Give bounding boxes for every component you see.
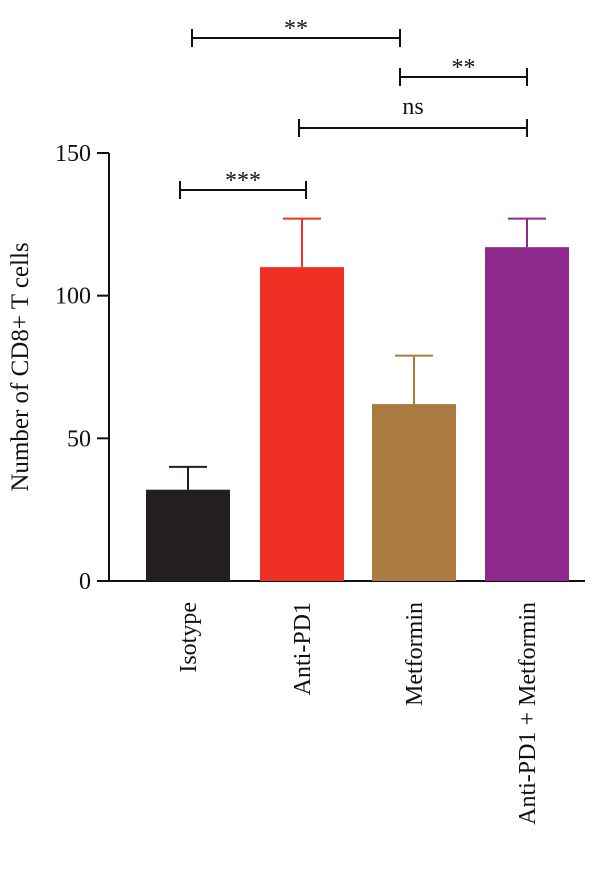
bar-3 xyxy=(485,247,569,581)
significance-label-1: ns xyxy=(402,94,423,120)
significance-label-0: *** xyxy=(225,168,261,194)
y-tick-label-150: 150 xyxy=(55,141,91,167)
x-category-label-3: Anti-PD1 + Metformin xyxy=(515,602,541,825)
bar-2 xyxy=(372,404,456,581)
error-bar-1 xyxy=(283,217,321,268)
y-ticks: 0 50 100 150 xyxy=(55,141,109,595)
error-bars xyxy=(169,217,546,490)
significance-bracket-3: ** xyxy=(191,16,401,47)
y-axis-title: Number of CD8+ T cells xyxy=(7,242,34,491)
bars xyxy=(146,247,569,581)
x-category-label-1: Anti-PD1 xyxy=(290,602,316,695)
significance-bracket-2: ** xyxy=(399,55,528,86)
significance-label-2: ** xyxy=(452,55,476,81)
y-tick-label-0: 0 xyxy=(79,569,91,595)
significance-brackets: *** ns ** ** xyxy=(179,16,528,199)
x-labels: Isotype Anti-PD1 Metformin Anti-PD1 + Metfo… xyxy=(176,602,541,825)
error-bar-3 xyxy=(508,217,546,248)
significance-label-3: ** xyxy=(284,16,308,42)
bar-1 xyxy=(260,267,344,581)
x-category-label-0: Isotype xyxy=(176,602,202,673)
error-bar-2 xyxy=(395,354,433,405)
bar-0 xyxy=(146,489,230,581)
significance-bracket-0: *** xyxy=(179,168,307,199)
error-bar-0 xyxy=(169,465,207,490)
x-category-label-2: Metformin xyxy=(402,602,428,706)
y-tick-label-50: 50 xyxy=(67,426,91,452)
y-tick-label-100: 100 xyxy=(55,284,91,310)
significance-bracket-1: ns xyxy=(298,94,528,137)
